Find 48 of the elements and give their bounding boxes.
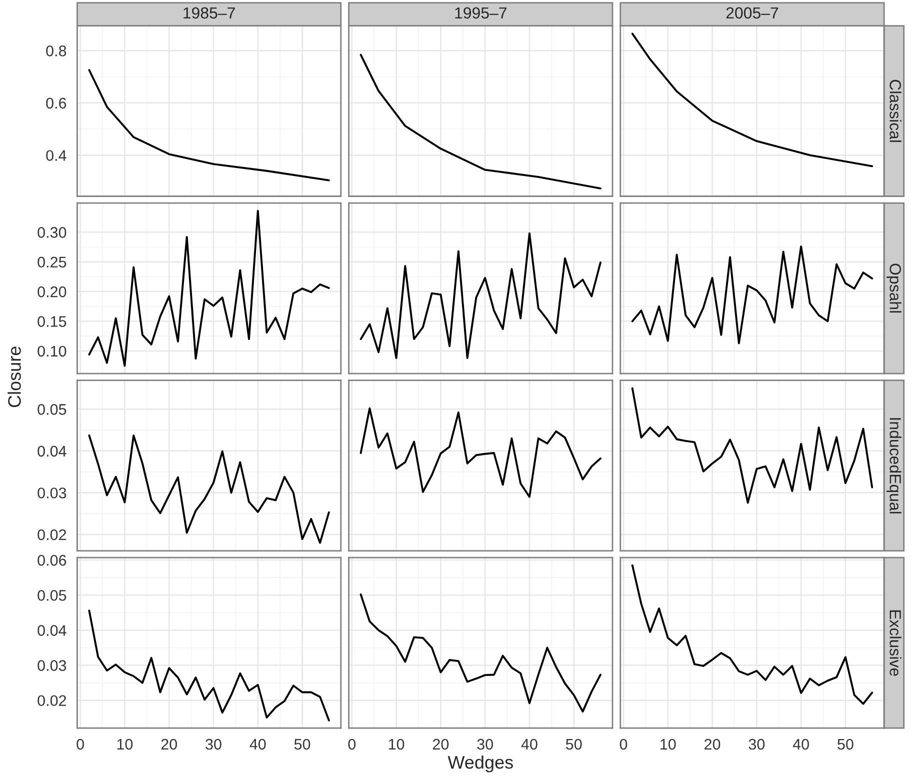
y-tick-label: 0.02 xyxy=(38,529,66,540)
text: InducedEqual xyxy=(886,418,902,514)
x-tick-label: 40 xyxy=(521,738,538,750)
x-tick-label: 40 xyxy=(250,738,266,750)
y-tick-label: 0.02 xyxy=(38,695,66,706)
x-tick-label: 30 xyxy=(748,738,765,750)
y-tick-label: 0.4 xyxy=(46,150,66,161)
chart-title: 2005–7 xyxy=(726,7,778,19)
x-tick-label: 0 xyxy=(76,738,84,750)
chart-title: 1985–7 xyxy=(184,7,235,19)
line-series xyxy=(88,69,330,182)
y-axis-title: Closure xyxy=(8,346,21,408)
y-tick-label: 0.05 xyxy=(38,404,66,415)
y-tick-label: 0.15 xyxy=(38,316,66,327)
y-tick-label: 0.8 xyxy=(46,46,66,56)
x-tick-label: 40 xyxy=(792,738,809,750)
x-tick-label: 20 xyxy=(432,738,449,750)
line-series xyxy=(88,210,330,367)
x-tick-label: 30 xyxy=(477,738,493,750)
y-tick-label: 0.03 xyxy=(38,660,66,671)
y-tick-label: 0.04 xyxy=(38,446,66,457)
x-tick-label: 30 xyxy=(206,738,222,750)
x-tick-label: 20 xyxy=(704,738,720,750)
x-tick-label: 50 xyxy=(294,738,310,750)
x-axis-title: Wedges xyxy=(448,755,513,772)
y-tick-label: 0.6 xyxy=(46,98,66,109)
y-tick-label: 0.05 xyxy=(38,590,66,601)
line-series xyxy=(88,434,330,544)
x-tick-label: 50 xyxy=(566,738,582,750)
text: Exclusive xyxy=(890,610,902,676)
y-tick-label: 0.25 xyxy=(38,256,66,268)
chart-title: 1995–7 xyxy=(455,7,506,19)
line-series xyxy=(88,610,330,722)
y-tick-label: 0.04 xyxy=(38,625,66,636)
text: Opsahl xyxy=(886,264,902,313)
x-tick-label: 20 xyxy=(161,738,177,750)
y-tick-label: 0.10 xyxy=(38,346,66,357)
x-tick-label: 10 xyxy=(388,738,404,750)
y-tick-label: 0.03 xyxy=(38,488,66,498)
y-tick-label: 0.30 xyxy=(38,227,66,238)
text: Classical xyxy=(890,80,902,142)
x-tick-label: 0 xyxy=(348,738,356,750)
x-tick-label: 50 xyxy=(838,738,854,750)
y-tick-label: 0.06 xyxy=(38,554,66,566)
x-tick-label: 10 xyxy=(117,738,133,750)
x-tick-label: 0 xyxy=(620,738,628,750)
x-tick-label: 10 xyxy=(660,738,676,750)
y-tick-label: 0.20 xyxy=(38,286,66,298)
